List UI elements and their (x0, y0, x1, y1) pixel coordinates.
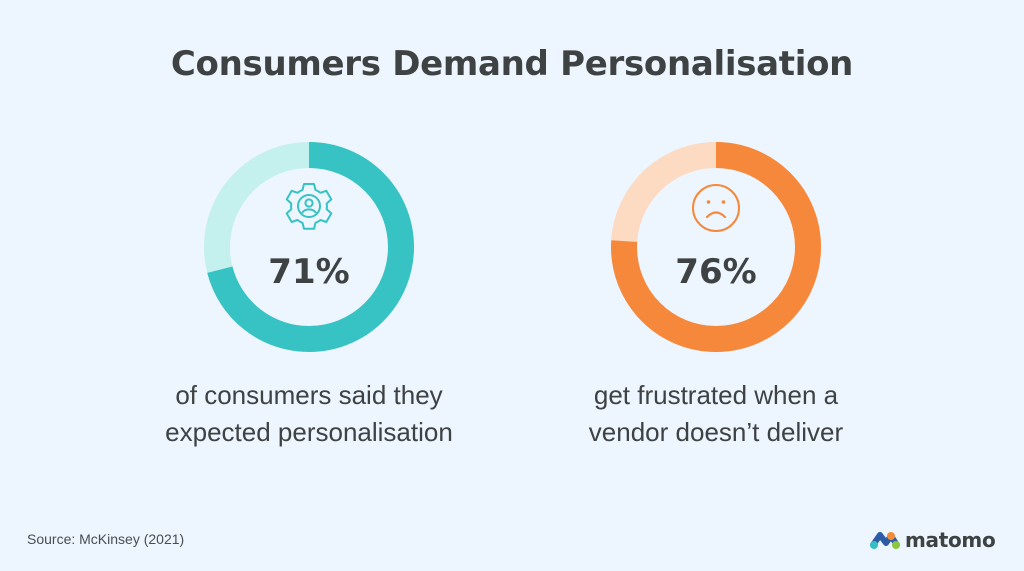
caption-line: vendor doesn’t deliver (588, 417, 844, 447)
source-citation: Source: McKinsey (2021) (27, 531, 185, 547)
caption-line: expected personalisation (165, 417, 453, 447)
donut-ring (204, 142, 414, 352)
sad-face-icon (686, 178, 746, 238)
donut-chart-personalisation: 71% (204, 142, 414, 352)
stat-caption-frustration: get frustrated when a vendor doesn’t del… (516, 377, 916, 451)
donut-chart-frustration: 76% (611, 142, 821, 352)
chart-title: Consumers Demand Personalisation (170, 44, 854, 84)
caption-line: get frustrated when a (593, 380, 839, 410)
matomo-logo-icon (870, 532, 900, 549)
caption-line: of consumers said they (175, 380, 443, 410)
brand-name: matomo (905, 528, 996, 552)
gear-user-icon (279, 178, 339, 238)
stat-value: 71% (268, 252, 350, 292)
matomo-logo: matomo (870, 528, 996, 552)
stat-value: 76% (675, 252, 757, 292)
donut-ring (611, 142, 821, 352)
stat-caption-personalisation: of consumers said they expected personal… (109, 377, 509, 451)
